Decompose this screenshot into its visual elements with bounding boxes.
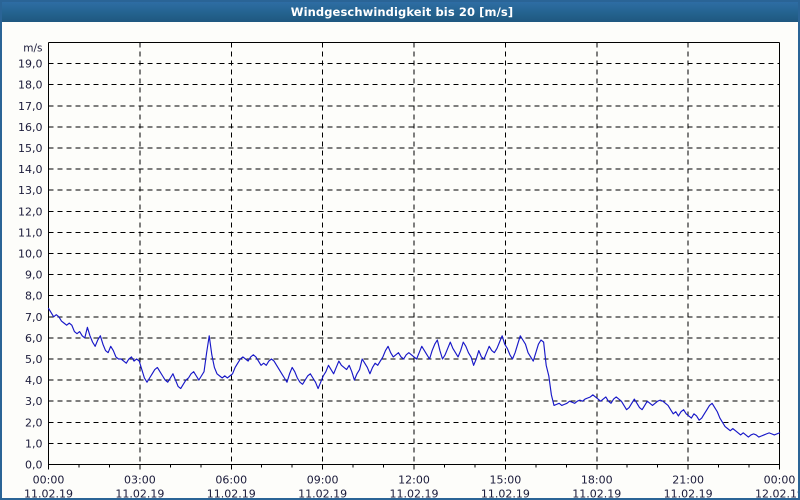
- x-tick-date: 11.02.19: [664, 488, 713, 499]
- x-tick-time: 18:00: [581, 474, 613, 487]
- x-tick-time: 00:00: [764, 474, 796, 487]
- y-tick-label: 16,0: [18, 121, 43, 134]
- x-tick-date: 11.02.19: [298, 488, 347, 499]
- x-tick-date: 11.02.19: [572, 488, 621, 499]
- vertical-gridlines: [139, 42, 689, 465]
- y-tick-label: 1,0: [25, 437, 43, 450]
- x-tick-date: 11.02.19: [481, 488, 530, 499]
- y-tick-label: 9,0: [25, 269, 43, 282]
- y-tick-label: 6,0: [25, 332, 43, 345]
- y-tick-label: 13,0: [18, 184, 43, 197]
- y-tick-label: 8,0: [25, 290, 43, 303]
- x-tick-date: 12.02.19: [755, 488, 798, 499]
- x-tick-time: 06:00: [215, 474, 247, 487]
- y-axis-tick-labels: 0,0 1,0 2,0 3,0 4,0 5,0 6,0 7,0 8,0 9,0 10,0 11,0 12…: [18, 58, 43, 472]
- horizontal-gridlines: [48, 63, 780, 444]
- y-tick-label: 0,0: [25, 459, 43, 472]
- y-tick-label: 11,0: [18, 226, 43, 239]
- y-tick-label: 3,0: [25, 395, 43, 408]
- x-tick-date: 11.02.19: [24, 488, 73, 499]
- y-tick-label: 4,0: [25, 374, 43, 387]
- x-tick-time: 21:00: [672, 474, 704, 487]
- page-title: Windgeschwindigkeit bis 20 [m/s]: [290, 5, 514, 19]
- x-tick-date: 11.02.19: [115, 488, 164, 499]
- x-tick-time: 12:00: [398, 474, 430, 487]
- x-tick-date: 11.02.19: [390, 488, 439, 499]
- y-tick-label: 19,0: [18, 58, 43, 71]
- x-axis-tick-labels: 00:0011.02.1903:0011.02.1906:0011.02.190…: [24, 474, 798, 499]
- wind-speed-series-line: [47, 307, 781, 438]
- y-tick-label: 7,0: [25, 311, 43, 324]
- y-tick-label: 18,0: [18, 79, 43, 92]
- y-tick-label: 17,0: [18, 100, 43, 113]
- x-tick-time: 00:00: [33, 474, 65, 487]
- chart-canvas: 0,0 1,0 2,0 3,0 4,0 5,0 6,0 7,0 8,0 9,0 10,0 11,0 12…: [2, 22, 798, 498]
- y-tick-label: 10,0: [18, 248, 43, 261]
- x-tick-time: 15:00: [490, 474, 522, 487]
- window-title-bar: Windgeschwindigkeit bis 20 [m/s]: [2, 2, 798, 22]
- major-tick-marks: [48, 63, 780, 470]
- y-tick-label: 2,0: [25, 416, 43, 429]
- x-tick-time: 03:00: [124, 474, 156, 487]
- chart-plot: 0,0 1,0 2,0 3,0 4,0 5,0 6,0 7,0 8,0 9,0 10,0 11,0 12…: [18, 41, 798, 499]
- x-tick-date: 11.02.19: [207, 488, 256, 499]
- y-tick-label: 12,0: [18, 205, 43, 218]
- y-tick-label: 14,0: [18, 163, 43, 176]
- y-tick-label: 15,0: [18, 142, 43, 155]
- y-axis-unit-label: m/s: [23, 43, 42, 55]
- x-tick-time: 09:00: [307, 474, 339, 487]
- y-tick-label: 5,0: [25, 353, 43, 366]
